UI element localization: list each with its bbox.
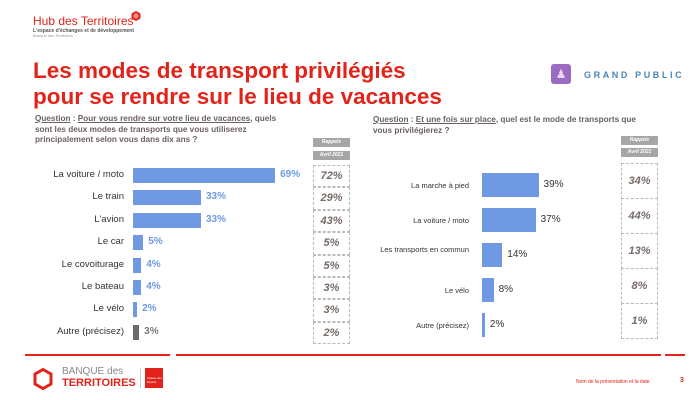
bar [482, 313, 485, 337]
recall-value: 5% [313, 254, 350, 277]
recall-value: 34% [621, 163, 658, 199]
recall-value: 43% [313, 209, 350, 233]
recall-value: 13% [621, 233, 658, 269]
footer-divider [665, 354, 685, 356]
bar [482, 173, 539, 197]
title-line-1: Les modes de transport privilégiés [33, 58, 406, 83]
category-label: Le vélo [444, 286, 469, 295]
group-people-icon: ♟ [551, 64, 571, 84]
data-label: 4% [146, 281, 161, 292]
page-number: 3 [680, 377, 684, 384]
recall-value: 2% [313, 321, 350, 345]
category-label: La voiture / moto [53, 169, 124, 180]
data-label: 2% [489, 319, 505, 330]
recall-value: 8% [621, 268, 658, 304]
brand-line-2: TERRITOIRES [62, 377, 136, 389]
bar [133, 280, 142, 295]
question-sep: : [70, 114, 78, 123]
title-line-2: pour se rendre sur le lieu de vacances [33, 84, 442, 109]
data-label: 33% [205, 191, 226, 203]
data-label: 5% [148, 236, 163, 248]
caisse-des-depots-logo: Caisse des Dépôts [145, 368, 163, 388]
category-label: Le bateau [81, 281, 124, 292]
recall-value: 29% [313, 187, 350, 210]
hub-title: Hub des Territoires [33, 14, 134, 28]
category-label: Les transports en commun [380, 245, 469, 254]
bar [482, 208, 536, 232]
question-text: , quels sont les deux modes de transport… [35, 114, 277, 144]
category-label: Le car [97, 236, 124, 248]
question-emphasis: Et une fois sur place [415, 115, 496, 124]
recall-header: Rappels [313, 138, 350, 147]
bar [133, 302, 138, 318]
question-label: Question [35, 114, 71, 123]
logo-separator [140, 368, 141, 388]
recall-value: 3% [313, 299, 350, 322]
data-label: 33% [205, 213, 226, 225]
footer-divider [176, 354, 661, 356]
hub-logo-icon [131, 11, 141, 21]
data-label: 4% [146, 258, 161, 270]
question-sep: : [408, 115, 416, 124]
recall-value: 72% [313, 165, 350, 188]
bar [133, 212, 201, 228]
brand-line-1: BANQUE des [62, 366, 124, 377]
category-label: La marche à pied [411, 181, 469, 190]
question-label: Question [373, 115, 409, 124]
hub-subtitle-2: Banque des Territoires [33, 33, 73, 38]
data-label: 37% [540, 214, 561, 225]
category-label: Le train [92, 191, 124, 203]
question-text: , quel est le mode de transports que vou… [373, 115, 636, 135]
hub-subtitle: L'espace d'échanges et de développement [33, 28, 135, 34]
category-label: Le covoiturage [61, 258, 124, 270]
audience-label: GRAND PUBLIC [584, 70, 685, 80]
recall-date: Avril 2021 [313, 151, 350, 160]
recall-value: 3% [313, 277, 350, 300]
banque-territoires-logo-icon [33, 368, 53, 390]
bar [133, 190, 201, 206]
bar [133, 324, 140, 340]
bar [482, 243, 503, 267]
footer-note: Nom de la présentation et la date [576, 379, 650, 385]
bar [482, 278, 494, 302]
data-label: 69% [280, 169, 301, 180]
bar [133, 257, 142, 273]
page-title: Les modes de transport privilégiés pour … [33, 58, 442, 110]
data-label: 8% [498, 284, 514, 295]
data-label: 2% [142, 303, 157, 315]
footer-divider [25, 354, 170, 356]
category-label: Autre (précisez) [416, 321, 469, 330]
data-label: 14% [507, 249, 528, 260]
category-label: L'avion [94, 213, 124, 225]
bar [133, 168, 276, 183]
recall-value: 44% [621, 198, 658, 234]
recall-header: Rappels [621, 136, 658, 145]
data-label: 39% [543, 179, 564, 190]
bar [133, 235, 144, 251]
recall-value: 1% [621, 303, 658, 339]
left-question: Question : Pour vous rendre sur votre li… [35, 114, 295, 146]
category-label: Autre (précisez) [56, 325, 124, 337]
right-question: Question : Et une fois sur place, quel e… [373, 115, 653, 136]
recall-date: Avril 2021 [621, 148, 658, 157]
question-emphasis: Pour vous rendre sur votre lieu de vacan… [77, 114, 251, 123]
data-label: 3% [144, 325, 159, 337]
recall-value: 5% [313, 232, 350, 255]
category-label: La voiture / moto [413, 216, 469, 225]
category-label: Le vélo [93, 303, 124, 315]
